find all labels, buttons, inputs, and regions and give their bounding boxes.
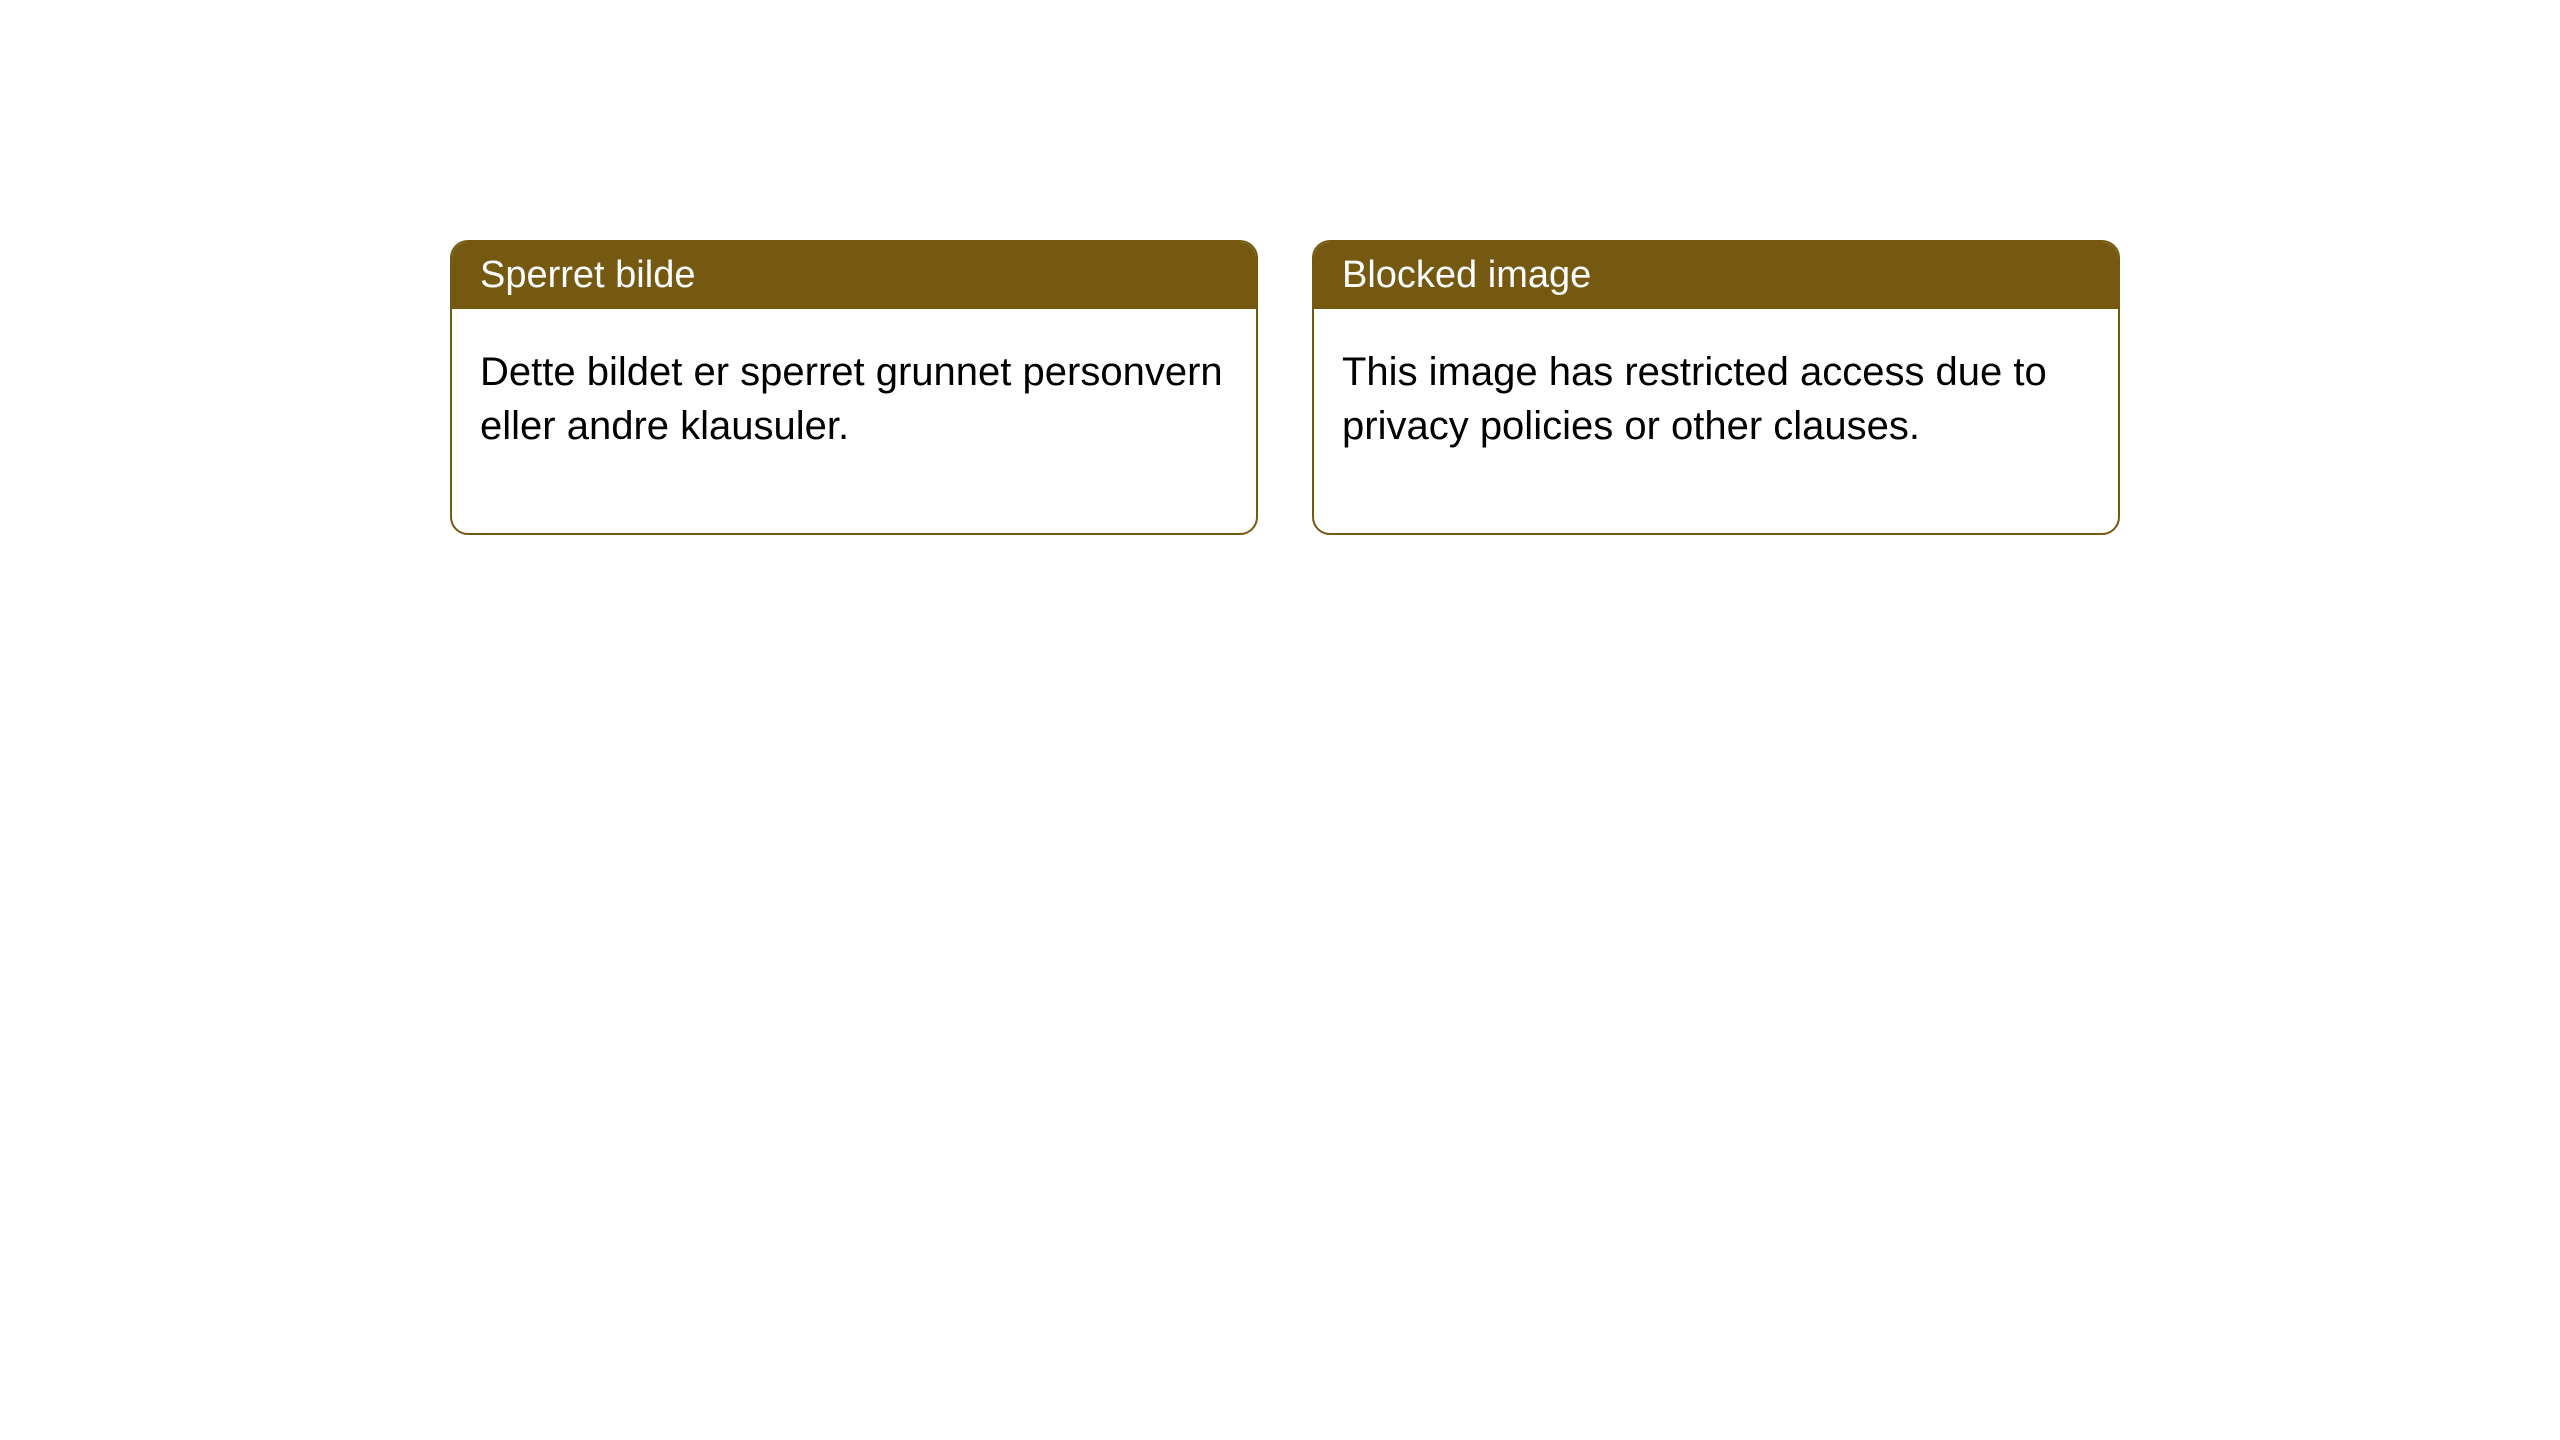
notice-header: Blocked image xyxy=(1314,242,2118,309)
notice-container: Sperret bilde Dette bildet er sperret gr… xyxy=(0,0,2560,535)
notice-title: Blocked image xyxy=(1342,254,1591,296)
notice-body: Dette bildet er sperret grunnet personve… xyxy=(452,309,1256,533)
notice-card-english: Blocked image This image has restricted … xyxy=(1312,240,2120,535)
notice-body: This image has restricted access due to … xyxy=(1314,309,2118,533)
notice-header: Sperret bilde xyxy=(452,242,1256,309)
notice-body-text: Dette bildet er sperret grunnet personve… xyxy=(480,350,1223,448)
notice-card-norwegian: Sperret bilde Dette bildet er sperret gr… xyxy=(450,240,1258,535)
notice-body-text: This image has restricted access due to … xyxy=(1342,350,2047,448)
notice-title: Sperret bilde xyxy=(480,254,695,296)
